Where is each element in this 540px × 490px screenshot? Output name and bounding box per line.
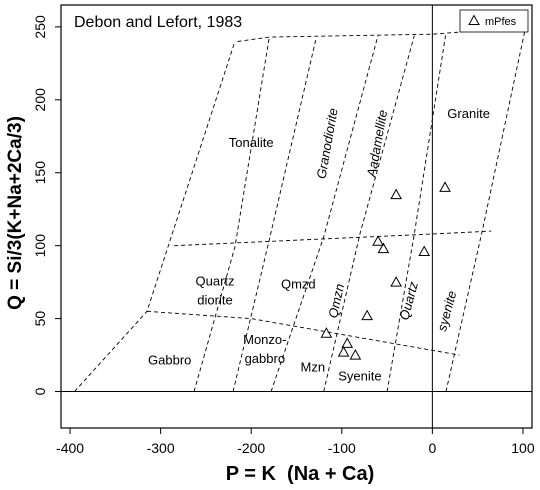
- field-boundary-9: [174, 230, 492, 247]
- data-point: [320, 327, 333, 338]
- x-axis-label: P = K (Na + Ca): [226, 463, 375, 485]
- data-point: [439, 181, 451, 192]
- x-axis: -400 -300 -200 -100 0 100: [56, 428, 535, 456]
- data-point: [418, 245, 431, 257]
- reference-lines: [61, 5, 532, 428]
- field-label: Qmzn: [325, 282, 347, 319]
- field-boundary-6: [323, 35, 415, 392]
- data-point: [337, 346, 350, 357]
- y-axis-label: Q = Si/3(K+Na+2Ca/3): [5, 116, 26, 310]
- field-label: Gabbro: [148, 352, 191, 367]
- field-label: Qmzd: [281, 277, 316, 292]
- x-tick-label: -300: [147, 440, 175, 456]
- field-label: Granodiorite: [314, 107, 341, 180]
- chart-title: Debon and Lefort, 1983: [74, 14, 242, 31]
- field-boundaries: [74, 26, 527, 392]
- legend-triangle-icon: [468, 14, 480, 25]
- x-tick-label: -200: [237, 440, 265, 456]
- legend-label-mpfes: mPfes: [485, 16, 517, 28]
- data-point: [372, 235, 384, 246]
- y-tick-label: 150: [32, 161, 48, 185]
- field-label: Quartz: [195, 274, 234, 289]
- field-label: Tonalite: [229, 135, 274, 150]
- field-boundary-7: [386, 32, 447, 392]
- y-tick-label: 200: [32, 88, 48, 112]
- field-label: Syenite: [338, 368, 381, 383]
- field-boundary-4: [232, 36, 317, 392]
- data-points: [320, 181, 451, 360]
- y-tick-label: 0: [32, 387, 48, 395]
- field-label: diorite: [197, 293, 232, 308]
- y-tick-label: 100: [32, 234, 48, 258]
- y-tick-label: 250: [32, 15, 48, 39]
- x-tick-label: 100: [511, 440, 535, 456]
- field-label: Aadamellite: [363, 109, 390, 179]
- field-boundary-2: [74, 41, 236, 392]
- field-boundary-10: [146, 310, 460, 356]
- field-labels: Tonalite Granodiorite Aadamellite Granite Qu…: [148, 106, 490, 383]
- data-point: [377, 242, 390, 254]
- x-tick-label: 0: [428, 440, 436, 456]
- data-point: [361, 309, 373, 321]
- legend-box: [459, 9, 529, 33]
- legend: mPfes: [459, 9, 529, 33]
- data-point: [390, 188, 402, 200]
- data-point: [390, 276, 402, 287]
- data-point: [349, 349, 362, 360]
- field-label: Granite: [447, 106, 490, 121]
- data-point: [341, 337, 354, 348]
- x-tick-label: -100: [328, 440, 356, 456]
- field-boundary-5: [270, 35, 379, 392]
- field-label: syenite: [434, 289, 459, 333]
- x-tick-label: -400: [56, 440, 84, 456]
- plot-frame: [60, 4, 533, 429]
- field-label: Mzn: [301, 360, 326, 375]
- field-boundary-8: [445, 26, 527, 392]
- y-axis: 0 50 100 150 200 250: [32, 15, 61, 395]
- field-label: gabbro: [245, 351, 285, 366]
- field-label: Monzo-: [243, 332, 286, 347]
- y-tick-label: 50: [32, 311, 48, 327]
- field-boundary-3: [193, 37, 270, 392]
